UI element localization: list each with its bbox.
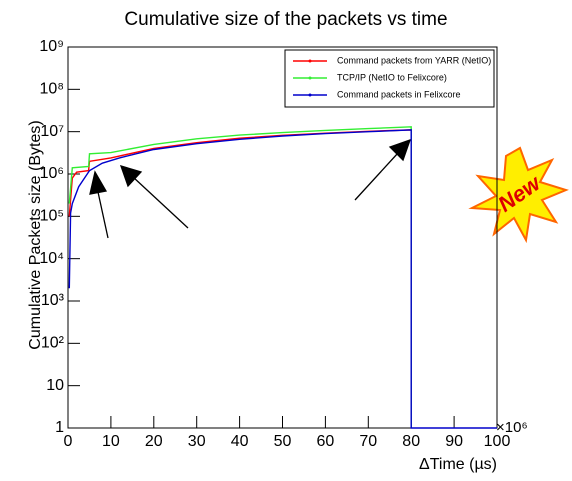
x-tick-label: 80 <box>402 433 420 450</box>
legend-label: Command packets in Felixcore <box>337 89 461 99</box>
arrowhead <box>89 170 108 195</box>
y-tick-label: 10² <box>41 335 65 352</box>
y-tick-label: 10⁵ <box>40 208 64 225</box>
legend-label: TCP/IP (NetIO to Felixcore) <box>337 72 447 82</box>
y-tick-label: 10⁸ <box>39 81 64 98</box>
arrowhead <box>119 165 143 188</box>
y-tick-label: 10⁷ <box>40 123 64 140</box>
y-tick-label: 10³ <box>41 292 65 309</box>
arrowhead <box>388 138 412 162</box>
new-badge: New <box>468 146 569 244</box>
series-line <box>68 126 412 428</box>
legend-marker <box>308 76 312 80</box>
x-tick-label: 60 <box>317 433 335 450</box>
x-tick-label: 30 <box>188 433 206 450</box>
x-tick-label: 100 <box>484 433 511 450</box>
legend-marker <box>308 59 312 63</box>
x-tick-label: 0 <box>64 433 73 450</box>
arrow <box>97 191 109 239</box>
arrow <box>354 152 399 201</box>
x-tick-label: 70 <box>359 433 377 450</box>
series-line <box>68 129 497 429</box>
x-multiplier: ×10⁶ <box>496 419 528 436</box>
starburst <box>468 146 569 244</box>
legend-label: Command packets from YARR (NetIO) <box>337 55 491 65</box>
chart-title: Cumulative size of the packets vs time <box>124 9 447 30</box>
legend-marker <box>308 93 312 97</box>
x-tick-label: 40 <box>231 433 249 450</box>
y-axis-label: Cumulative Packets size (Bytes) <box>27 120 44 349</box>
x-tick-label: 90 <box>445 433 463 450</box>
y-tick-label: 10⁶ <box>40 165 64 182</box>
y-tick-label: 10 <box>46 377 64 394</box>
x-tick-label: 20 <box>145 433 163 450</box>
x-tick-label: 50 <box>274 433 292 450</box>
arrows <box>89 138 412 239</box>
y-tick-label: 10⁹ <box>39 38 64 55</box>
x-tick-label: 10 <box>102 433 120 450</box>
x-axis-label: ΔTime (µs) <box>419 456 497 473</box>
y-tick-label: 10⁴ <box>39 250 64 267</box>
arrow <box>132 176 189 229</box>
y-tick-label: 1 <box>55 419 64 436</box>
